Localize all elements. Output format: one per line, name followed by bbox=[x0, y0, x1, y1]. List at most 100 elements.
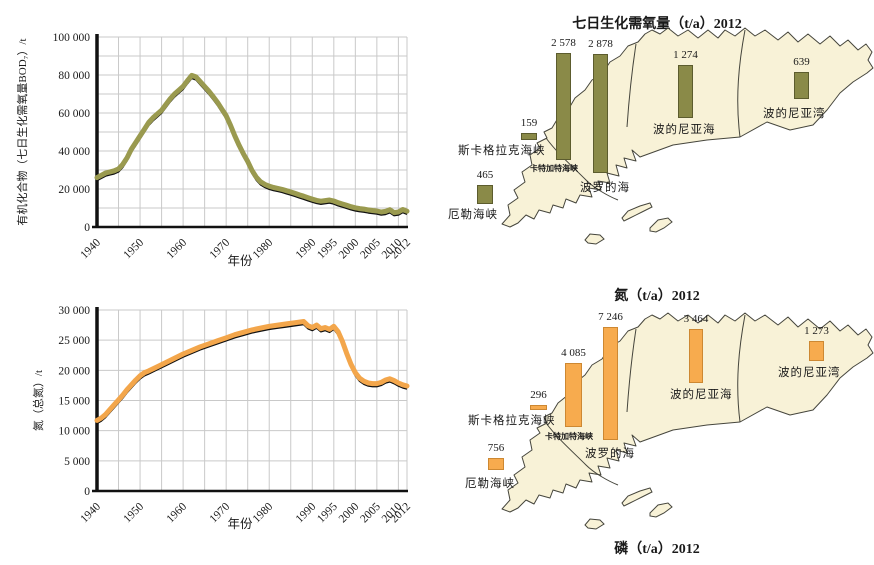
map-bar-斯卡格拉克海峡 bbox=[530, 405, 547, 410]
island-oland bbox=[621, 202, 653, 222]
bar-value-label: 756 bbox=[487, 442, 505, 454]
bar-value-label: 296 bbox=[530, 389, 547, 401]
y-tick-label: 20 000 bbox=[58, 365, 90, 377]
bar-value-label: 1 274 bbox=[673, 49, 698, 61]
bar-value-label: 2 878 bbox=[588, 38, 613, 50]
map-bar-波的尼亚湾 bbox=[809, 341, 824, 361]
y-tick-label: 40 000 bbox=[58, 146, 90, 158]
axes bbox=[92, 34, 408, 229]
x-tick-label: 2005 bbox=[358, 500, 383, 525]
series-line bbox=[94, 319, 410, 423]
landmass-outline bbox=[501, 312, 874, 513]
y-axis-title: 氮（总氮）/t bbox=[31, 370, 45, 431]
basin-divider-north bbox=[737, 29, 746, 138]
map-bar-厄勒海峡 bbox=[488, 458, 504, 470]
y-tick-labels: 0 5 000 10 000 15 000 20 000 25 000 30 000 bbox=[58, 305, 90, 498]
baltic-basin-map bbox=[501, 312, 874, 530]
x-tick-label: 1990 bbox=[294, 236, 319, 261]
x-tick-label: 1980 bbox=[251, 236, 276, 261]
nitrogen-map-panel: 氮（t/a）2012 磷（t/a）2012 756 厄勒海峡 296 斯卡格拉克海峡 4… bbox=[440, 285, 874, 565]
nitrogen-trend-chart-panel: 0 5 000 10 000 15 000 20 000 25 000 30 000 1940… bbox=[0, 285, 460, 565]
phosphorus-map-caption: 磷（t/a）2012 bbox=[614, 542, 700, 557]
bar-value-label: 465 bbox=[476, 169, 494, 181]
sea-region-label: 斯卡格拉克海峡 bbox=[468, 415, 556, 427]
x-axis-title: 年份 bbox=[227, 254, 253, 268]
nitrogen-trend-line-chart: 0 5 000 10 000 15 000 20 000 25 000 30 000 1940… bbox=[31, 305, 413, 531]
bod-map-title: 七日生化需氧量（t/a）2012 bbox=[572, 17, 742, 32]
basin-divider-north bbox=[737, 314, 746, 423]
y-axis-title: 有机化合物（七日生化需氧量BOD₇）/t bbox=[15, 38, 29, 225]
x-tick-label: 1940 bbox=[78, 236, 103, 261]
sea-region-label: 波的尼亚湾 bbox=[763, 108, 826, 120]
y-tick-label: 30 000 bbox=[58, 305, 90, 317]
bar-value-label: 7 246 bbox=[598, 311, 623, 323]
y-tick-labels: 0 20 000 40 000 60 000 80 000 100 000 bbox=[53, 32, 91, 234]
map-bar-波的尼亚海 bbox=[689, 329, 703, 383]
y-tick-label: 5 000 bbox=[64, 456, 90, 468]
x-tick-label: 1950 bbox=[121, 236, 146, 261]
map-bar-卡特加特海峡 bbox=[556, 53, 571, 160]
bar-value-label: 639 bbox=[793, 56, 810, 68]
bod-map-panel: 七日生化需氧量（t/a）2012 465 厄勒海峡 159 斯卡格拉克海峡 2 578 卡… bbox=[440, 0, 874, 285]
x-tick-label: 1940 bbox=[78, 500, 103, 525]
x-tick-label: 1990 bbox=[294, 500, 319, 525]
y-tick-label: 25 000 bbox=[58, 335, 90, 347]
island-gotland bbox=[649, 502, 673, 518]
island-gotland bbox=[649, 217, 673, 233]
bar-value-label: 3 464 bbox=[683, 313, 709, 325]
x-tick-label: 1995 bbox=[315, 500, 340, 525]
sea-region-label: 厄勒海峡 bbox=[465, 478, 515, 490]
x-tick-label: 2005 bbox=[358, 236, 383, 261]
axes bbox=[92, 307, 408, 493]
x-tick-label: 1950 bbox=[121, 500, 146, 525]
sea-region-label: 波的尼亚海 bbox=[670, 389, 733, 401]
bar-value-label: 2 578 bbox=[551, 37, 576, 49]
map-bar-波罗的海 bbox=[593, 54, 608, 173]
sea-region-label: 波罗的海 bbox=[580, 182, 630, 194]
map-bar-卡特加特海峡 bbox=[565, 363, 582, 427]
sea-region-label: 卡特加特海峡 bbox=[530, 164, 578, 173]
sea-region-label: 厄勒海峡 bbox=[448, 209, 498, 221]
series-line bbox=[94, 72, 410, 216]
y-tick-label: 80 000 bbox=[58, 70, 90, 82]
island-oland bbox=[621, 487, 653, 507]
sea-region-label: 卡特加特海峡 bbox=[545, 432, 593, 441]
bar-value-label: 1 273 bbox=[804, 325, 829, 337]
series-shadow-line bbox=[96, 77, 408, 217]
bar-value-label: 159 bbox=[520, 117, 538, 129]
y-tick-label: 20 000 bbox=[58, 184, 90, 196]
x-tick-label: 2000 bbox=[337, 500, 362, 525]
x-tick-label: 1960 bbox=[164, 500, 189, 525]
y-tick-label: 100 000 bbox=[53, 32, 91, 44]
basin-divider-middle bbox=[626, 328, 637, 413]
sea-region-label: 波的尼亚海 bbox=[653, 124, 716, 136]
y-tick-label: 0 bbox=[84, 486, 90, 498]
nitrogen-map-title: 氮（t/a）2012 bbox=[614, 289, 700, 304]
map-bar-斯卡格拉克海峡 bbox=[521, 133, 537, 140]
bod-trend-line-chart: 0 20 000 40 000 60 000 80 000 100 000 1940 1950… bbox=[15, 32, 413, 268]
y-tick-label: 60 000 bbox=[58, 108, 90, 120]
bar-value-label: 4 085 bbox=[561, 347, 586, 359]
island-bornholm bbox=[584, 233, 605, 245]
x-tick-label: 1995 bbox=[315, 236, 340, 261]
y-tick-label: 0 bbox=[84, 222, 90, 234]
sea-region-label: 波罗的海 bbox=[585, 448, 635, 460]
island-bornholm bbox=[584, 518, 605, 530]
x-tick-label: 1980 bbox=[251, 500, 276, 525]
basin-divider-middle bbox=[626, 43, 637, 128]
sea-region-label: 波的尼亚湾 bbox=[778, 367, 841, 379]
map-bar-波罗的海 bbox=[603, 327, 618, 440]
y-tick-label: 10 000 bbox=[58, 426, 90, 438]
y-tick-label: 15 000 bbox=[58, 396, 90, 408]
map-bar-波的尼亚海 bbox=[678, 65, 693, 118]
basin-divider-south bbox=[545, 422, 619, 486]
x-tick-label: 1960 bbox=[164, 236, 189, 261]
map-bar-厄勒海峡 bbox=[477, 185, 493, 204]
grid-lines bbox=[97, 309, 408, 491]
x-axis-title: 年份 bbox=[227, 517, 253, 531]
bod-trend-chart-panel: 0 20 000 40 000 60 000 80 000 100 000 1940 1950… bbox=[0, 0, 460, 285]
map-bar-波的尼亚湾 bbox=[794, 72, 809, 99]
x-tick-label: 2000 bbox=[337, 236, 362, 261]
sea-region-label: 斯卡格拉克海峡 bbox=[458, 145, 546, 157]
